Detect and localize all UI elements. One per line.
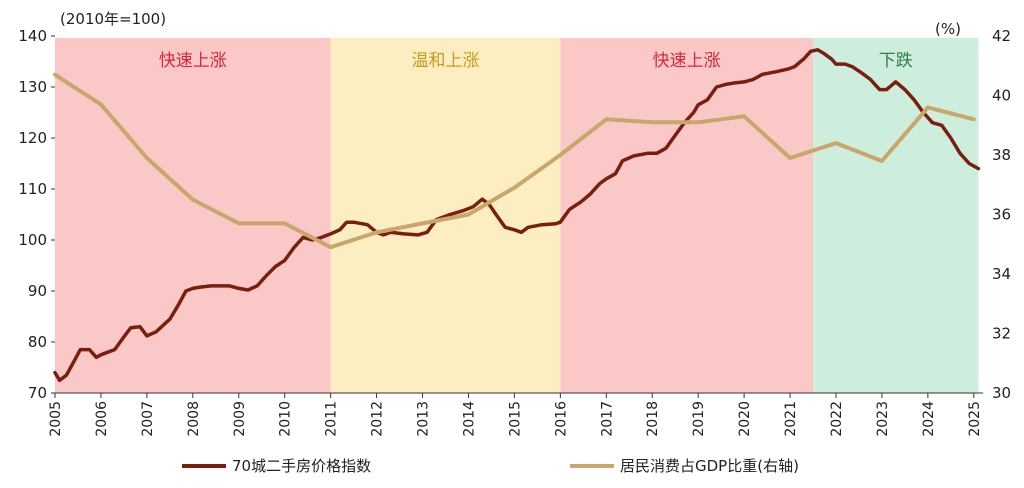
x-tick-label-2021: 2021 (783, 401, 799, 437)
phase-band-3 (813, 38, 979, 393)
series-line-price-index (53, 48, 981, 383)
right-axis-unit-label: (%) (935, 20, 961, 38)
series-line-consumption-share (53, 72, 976, 250)
left-tick-label-90: 90 (28, 282, 47, 300)
left-tick-label-70: 70 (28, 384, 47, 402)
right-tick-label-42: 42 (992, 27, 1011, 45)
right-tick-label-30: 30 (992, 384, 1011, 402)
legend-label-consumption-share: 居民消费占GDP比重(右轴) (620, 457, 799, 475)
left-tick-label-140: 140 (18, 27, 47, 45)
x-tick-label-2019: 2019 (691, 401, 707, 437)
left-tick-label-100: 100 (18, 231, 47, 249)
right-axis-ticks: 30 32 34 36 38 40 42 (992, 27, 1011, 402)
x-tick-label-2010: 2010 (278, 401, 294, 437)
phase-label-2: 快速上涨 (653, 51, 721, 71)
phase-label-0: 快速上涨 (159, 51, 227, 71)
x-tick-label-2017: 2017 (599, 401, 615, 437)
phase-band-0 (55, 38, 331, 393)
x-tick-label-2014: 2014 (461, 401, 477, 437)
x-tick-label-2008: 2008 (186, 401, 202, 437)
left-tick-label-130: 130 (18, 78, 47, 96)
x-tick-label-2016: 2016 (553, 401, 569, 437)
x-tick-label-2018: 2018 (645, 401, 661, 437)
right-tick-label-32: 32 (992, 325, 1011, 343)
left-axis-ticks: 70 80 90 100 110 120 130 140 (18, 27, 55, 402)
left-tick-label-120: 120 (18, 129, 47, 147)
x-tick-label-2009: 2009 (232, 401, 248, 437)
x-tick-label-2011: 2011 (324, 401, 340, 437)
right-tick-label-38: 38 (992, 146, 1011, 164)
phase-band-2 (560, 38, 814, 393)
x-tick-label-2025: 2025 (967, 401, 983, 437)
left-tick-label-110: 110 (18, 180, 47, 198)
phase-label-3: 下跌 (879, 51, 913, 71)
x-tick-label-2013: 2013 (416, 401, 432, 437)
x-tick-label-2005: 2005 (48, 401, 64, 437)
x-tick-label-2007: 2007 (140, 401, 156, 437)
left-axis-unit-label: (2010年=100) (60, 10, 166, 28)
x-tick-label-2012: 2012 (370, 401, 386, 437)
x-tick-label-2022: 2022 (829, 401, 845, 437)
x-tick-label-2020: 2020 (737, 401, 753, 437)
left-tick-label-80: 80 (28, 333, 47, 351)
right-tick-label-36: 36 (992, 206, 1011, 224)
phase-label-1: 温和上涨 (411, 51, 479, 71)
legend: 70城二手房价格指数 居民消费占GDP比重(右轴) (182, 457, 799, 475)
right-tick-label-40: 40 (992, 87, 1011, 105)
x-axis-ticks: 2005 2006 2007 2008 2009 2010 2011 2012 2013 2014… (48, 393, 983, 437)
legend-label-price-index: 70城二手房价格指数 (232, 457, 371, 475)
phase-backgrounds: 快速上涨 温和上涨 快速上涨 下跌 (55, 38, 979, 393)
x-tick-label-2006: 2006 (94, 401, 110, 437)
right-tick-label-34: 34 (992, 265, 1011, 283)
series-lines (53, 48, 981, 383)
x-tick-label-2015: 2015 (507, 401, 523, 437)
x-tick-label-2024: 2024 (921, 401, 937, 437)
x-tick-label-2023: 2023 (875, 401, 891, 437)
